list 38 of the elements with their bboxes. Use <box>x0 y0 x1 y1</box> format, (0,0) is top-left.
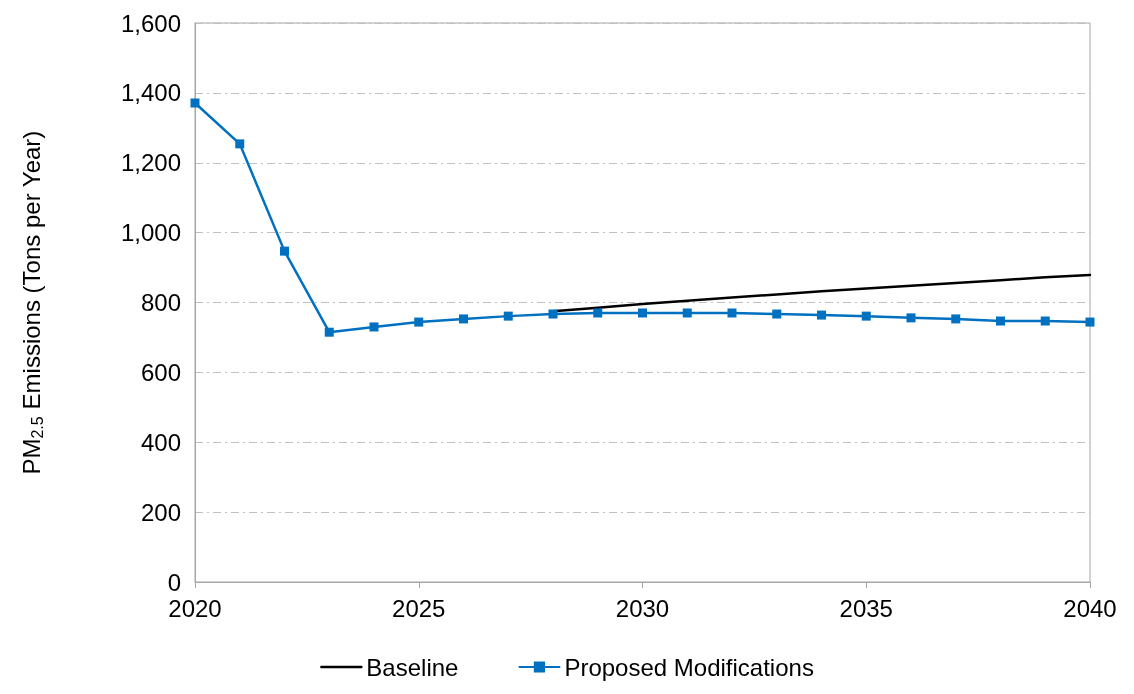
legend-label: Baseline <box>366 653 459 681</box>
y-axis-title: PM2.5 Emissions (Tons per Year) <box>17 130 46 475</box>
point <box>817 310 826 320</box>
x-tick-label: 2030 <box>615 594 670 622</box>
point <box>1040 316 1050 326</box>
y-tick-label: 1,000 <box>120 219 181 247</box>
x-tick-label: 2020 <box>168 594 222 622</box>
y-tick-label: 1,600 <box>120 9 181 37</box>
y-tick-label: 1,200 <box>120 149 181 177</box>
y-tick-label: 200 <box>140 498 181 526</box>
point <box>1085 317 1095 327</box>
point <box>503 311 513 321</box>
y-tick-label: 0 <box>167 568 181 596</box>
point <box>324 327 334 337</box>
legend-label: Proposed Modifications <box>564 653 814 681</box>
x-tick-label: 2035 <box>839 594 893 622</box>
y-tick-label: 800 <box>140 289 181 316</box>
point <box>951 314 961 324</box>
point <box>459 314 468 324</box>
point <box>190 98 200 108</box>
point <box>593 308 603 318</box>
y-tick-label: 600 <box>140 358 181 386</box>
point <box>682 308 692 318</box>
point <box>548 309 558 319</box>
point <box>638 308 647 318</box>
point <box>861 311 871 321</box>
point <box>727 308 737 318</box>
point <box>235 139 245 149</box>
point <box>369 322 379 332</box>
point <box>996 316 1005 326</box>
y-tick-label: 1,400 <box>120 79 181 107</box>
x-tick-label: 2040 <box>1063 594 1117 622</box>
point <box>280 246 289 256</box>
point <box>772 309 782 319</box>
x-tick-label: 2025 <box>392 594 446 622</box>
point <box>414 317 424 327</box>
point <box>906 313 916 323</box>
y-tick-label: 400 <box>140 428 181 456</box>
